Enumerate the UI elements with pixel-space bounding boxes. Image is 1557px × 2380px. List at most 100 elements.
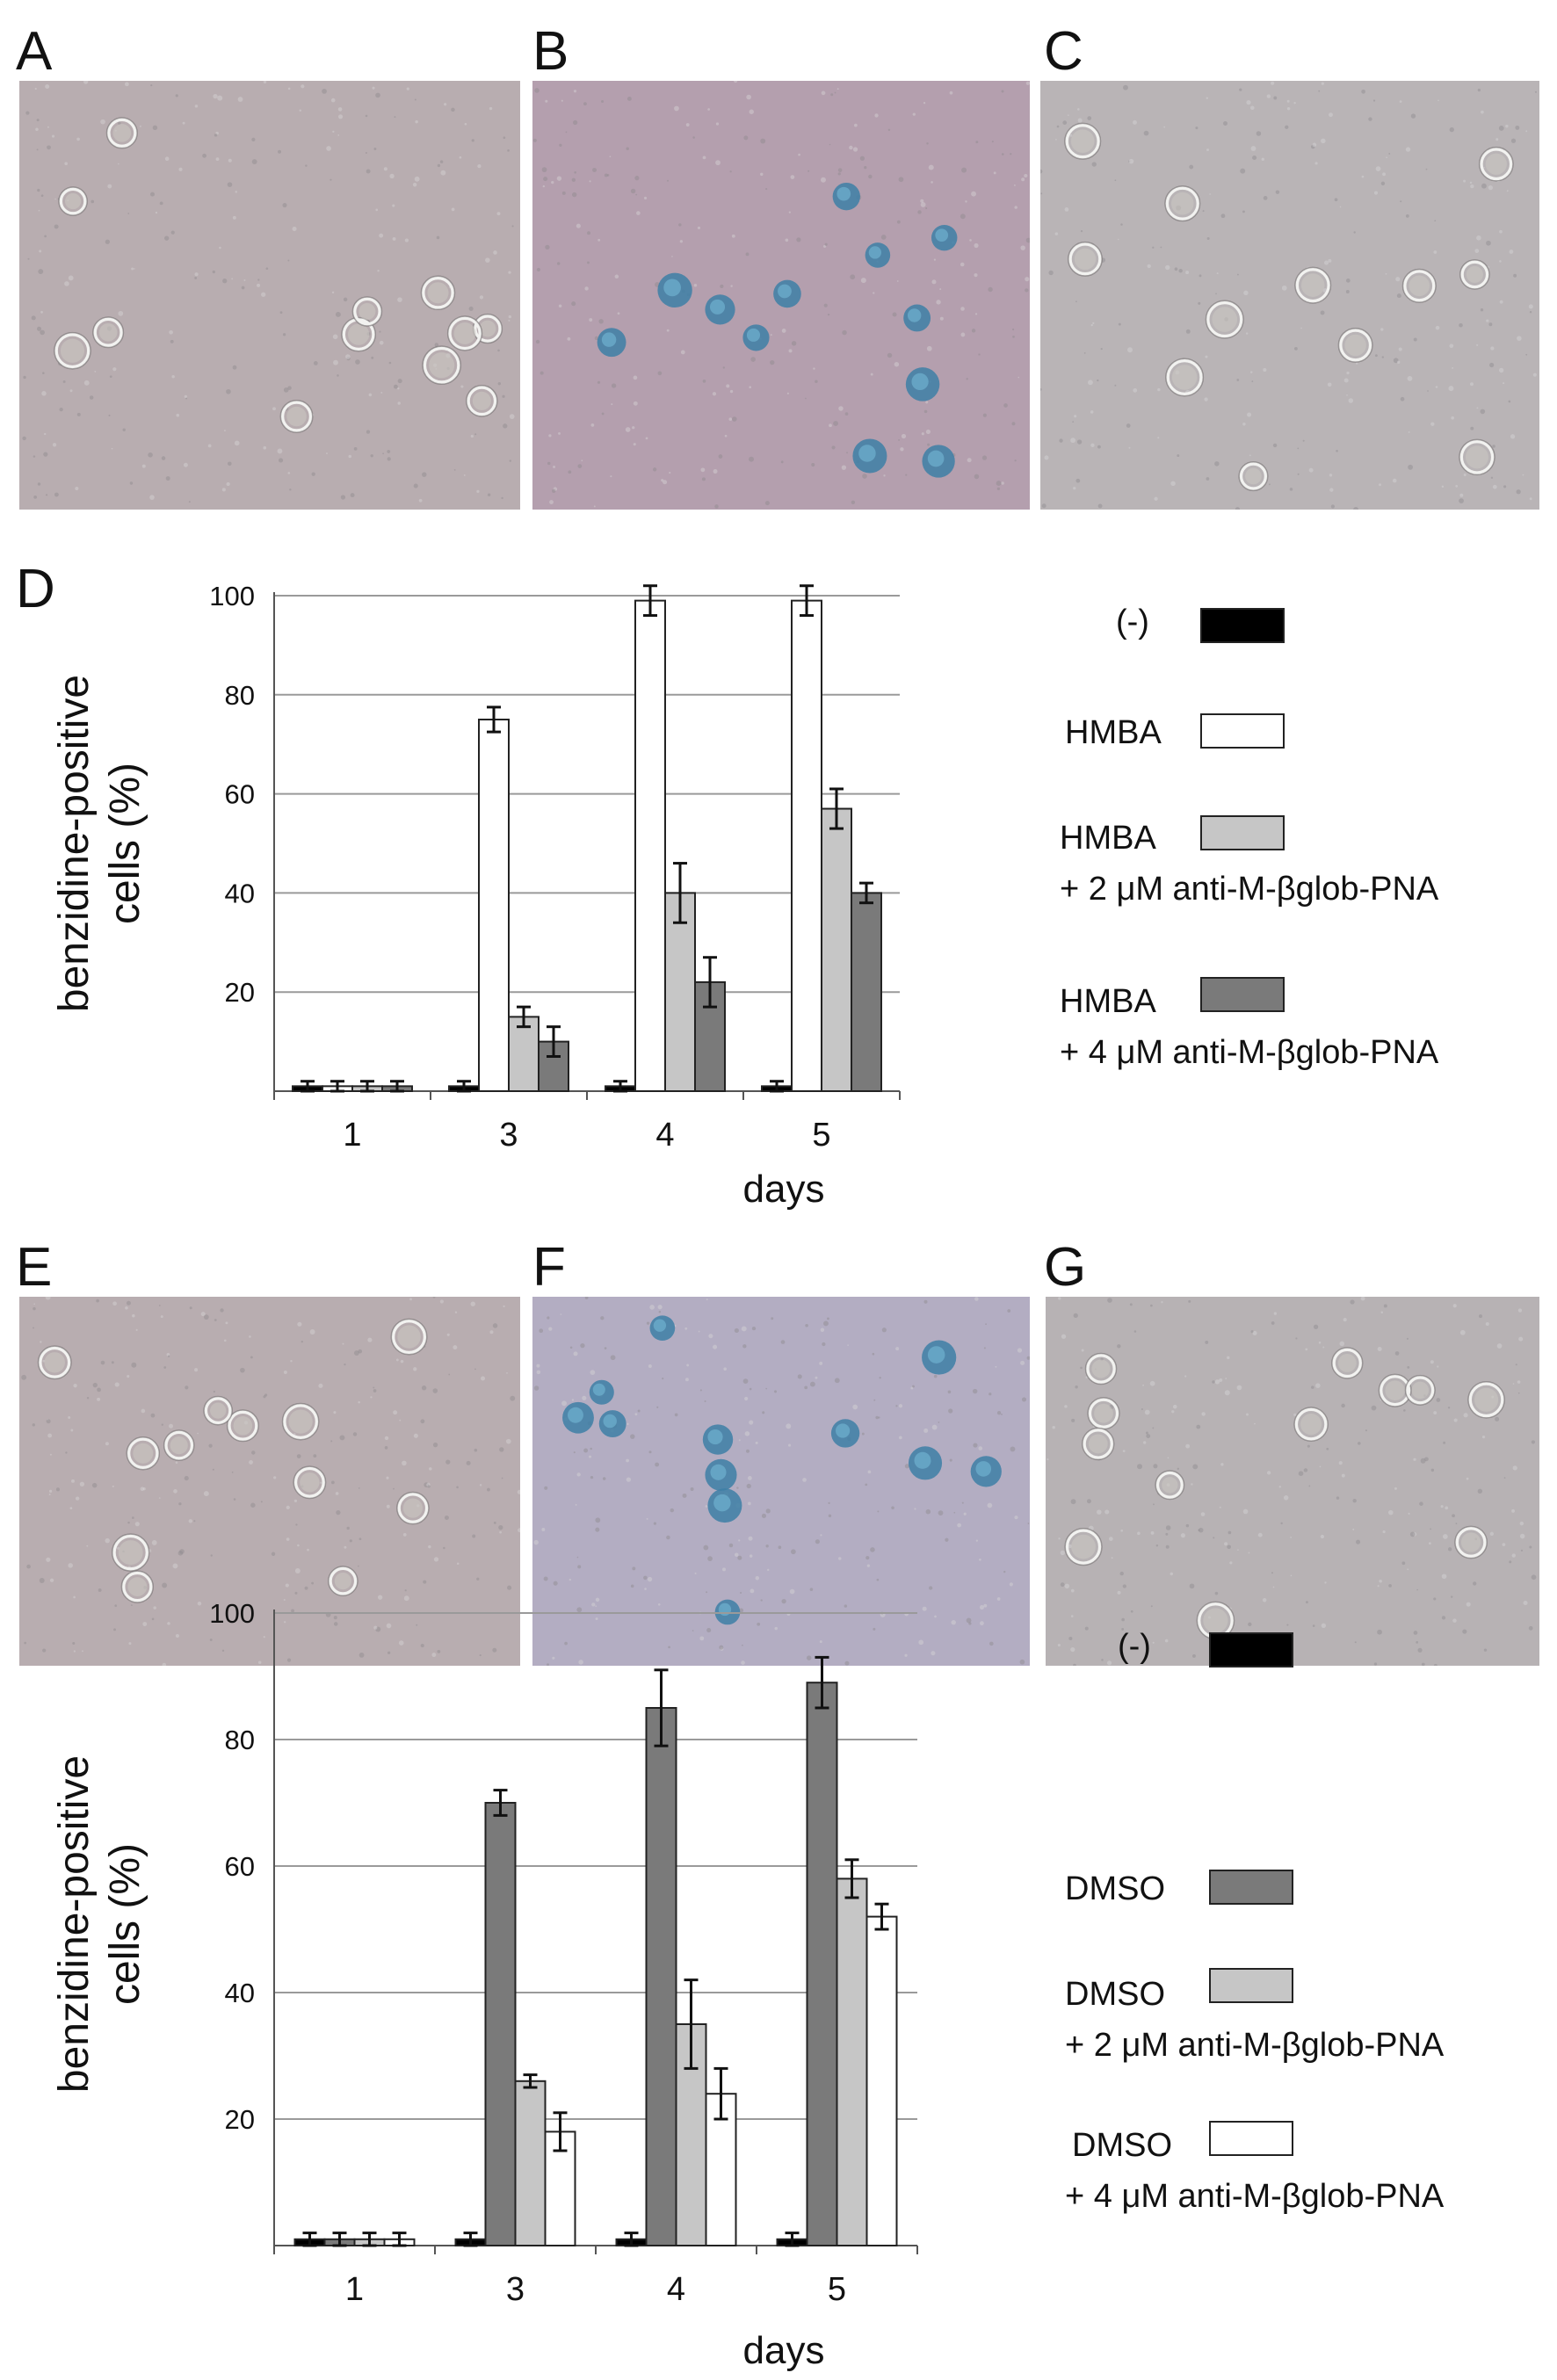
- cell-mark: [657, 272, 692, 308]
- cell-mark: [111, 1533, 150, 1572]
- legend-h-label-3: DMSO: [1072, 2127, 1172, 2164]
- cell-mark: [562, 1401, 594, 1434]
- chart-d-xtick-label: 5: [812, 1117, 830, 1154]
- cell-mark: [922, 445, 955, 478]
- cell-mark: [120, 1570, 154, 1603]
- cell-mark: [922, 1340, 957, 1375]
- cell-mark: [1165, 358, 1205, 397]
- chart-h-y-axis-title: benzidine-positive cells (%): [51, 1755, 148, 2093]
- chart-h-bar: [323, 2238, 356, 2247]
- chart-d-ytick-label: 80: [225, 680, 255, 711]
- chart-h-bar: [675, 2023, 707, 2246]
- chart-h-ytick-label: 60: [225, 1851, 255, 1882]
- cell-mark: [649, 1315, 676, 1342]
- cell-mark: [226, 1409, 259, 1443]
- panel-label-d: D: [16, 559, 55, 619]
- cell-mark: [281, 1402, 320, 1441]
- chart-h-bar: [705, 2093, 737, 2246]
- chart-h-bar: [383, 2238, 416, 2247]
- chart-h-bar: [293, 2238, 326, 2247]
- chart-d-ytick-label: 100: [209, 581, 255, 611]
- chart-h-ytick-label: 20: [225, 2104, 255, 2135]
- cell-mark: [1337, 327, 1373, 363]
- cell-mark: [705, 1458, 737, 1491]
- cell-mark: [830, 1419, 860, 1448]
- cell-mark: [1082, 1427, 1115, 1461]
- legend-h-swatch-2: [1209, 1968, 1293, 2003]
- cell-mark: [126, 1436, 161, 1471]
- chart-h-xtick-label: 3: [506, 2271, 525, 2308]
- legend-h-sub-3: + 4 μM anti-M-βglob-PNA: [1065, 2178, 1445, 2215]
- legend-d-label-3: HMBA: [1060, 983, 1156, 1020]
- cell-mark: [58, 186, 88, 216]
- chart-d-bar: [821, 807, 852, 1093]
- chart-h-xtick-label: 1: [345, 2271, 364, 2308]
- panel-label-f: F: [532, 1237, 566, 1298]
- legend-d-swatch-3: [1200, 977, 1285, 1012]
- chart-d-xtick-label: 4: [655, 1117, 674, 1154]
- cell-mark: [1459, 259, 1490, 290]
- legend-h-swatch-1: [1209, 1870, 1293, 1905]
- micrograph-f: [532, 1297, 1030, 1666]
- chart-d-bar: [761, 1085, 793, 1092]
- legend-h-swatch-3: [1209, 2121, 1293, 2156]
- micrograph-e: [19, 1297, 520, 1666]
- cell-mark: [1155, 1470, 1185, 1501]
- chart-h-bar: [615, 2238, 648, 2247]
- cell-mark: [105, 117, 138, 149]
- cell-mark: [1331, 1347, 1364, 1379]
- chart-d-bar: [292, 1085, 323, 1092]
- micrograph-c: [1040, 81, 1539, 510]
- cell-mark: [970, 1456, 1002, 1487]
- cell-mark: [598, 1410, 626, 1437]
- cell-mark: [472, 313, 503, 344]
- cell-mark: [589, 1379, 614, 1405]
- chart-h-ytick-label: 80: [225, 1725, 255, 1755]
- chart-h-bar: [865, 1915, 898, 2247]
- legend-d-swatch-2: [1200, 815, 1285, 850]
- legend-d-sub-2: + 2 μM anti-M-βglob-PNA: [1060, 871, 1439, 908]
- chart-d-xtick-label: 1: [343, 1117, 361, 1154]
- cell-mark: [1378, 1373, 1412, 1407]
- legend-d-label-1: HMBA: [1065, 714, 1162, 751]
- cell-mark: [905, 367, 940, 401]
- chart-d-bar: [381, 1085, 413, 1092]
- chart-h-bar: [776, 2238, 808, 2247]
- cell-mark: [1478, 146, 1514, 182]
- cell-mark: [1454, 1525, 1488, 1559]
- legend-h-swatch-0: [1209, 1632, 1293, 1667]
- cell-mark: [931, 224, 958, 251]
- chart-d-xtick-label: 3: [499, 1117, 518, 1154]
- cell-mark: [702, 1424, 734, 1455]
- cell-mark: [1064, 1527, 1103, 1566]
- chart-h-bar: [514, 2080, 547, 2247]
- chart-d-bar: [508, 1016, 540, 1093]
- chart-d-bar: [791, 599, 822, 1092]
- cell-mark: [1084, 1352, 1118, 1385]
- micrograph-g: [1046, 1297, 1539, 1666]
- chart-d-bar: [694, 980, 726, 1093]
- chart-d-ytick-label: 20: [225, 977, 255, 1008]
- cell-mark: [203, 1395, 233, 1426]
- cell-mark: [328, 1566, 358, 1596]
- cell-mark: [466, 385, 498, 417]
- legend-d-swatch-0: [1200, 608, 1285, 643]
- cell-mark: [707, 1488, 742, 1523]
- cell-mark: [341, 316, 376, 352]
- cell-mark: [908, 1446, 943, 1480]
- chart-h-xtick-label: 4: [667, 2271, 685, 2308]
- cell-mark: [742, 324, 770, 351]
- chart-h-bar: [806, 1682, 838, 2246]
- cell-mark: [351, 296, 383, 327]
- legend-d-swatch-1: [1200, 713, 1285, 749]
- chart-h-bar: [454, 2238, 487, 2247]
- cell-mark: [422, 345, 461, 386]
- chart-h-bar: [484, 1802, 517, 2246]
- cell-mark: [714, 1599, 741, 1625]
- cell-mark: [773, 279, 801, 308]
- cell-mark: [1205, 300, 1244, 339]
- cell-mark: [37, 1345, 72, 1380]
- cell-mark: [852, 438, 887, 474]
- cell-mark: [420, 275, 456, 311]
- cell-mark: [54, 331, 91, 370]
